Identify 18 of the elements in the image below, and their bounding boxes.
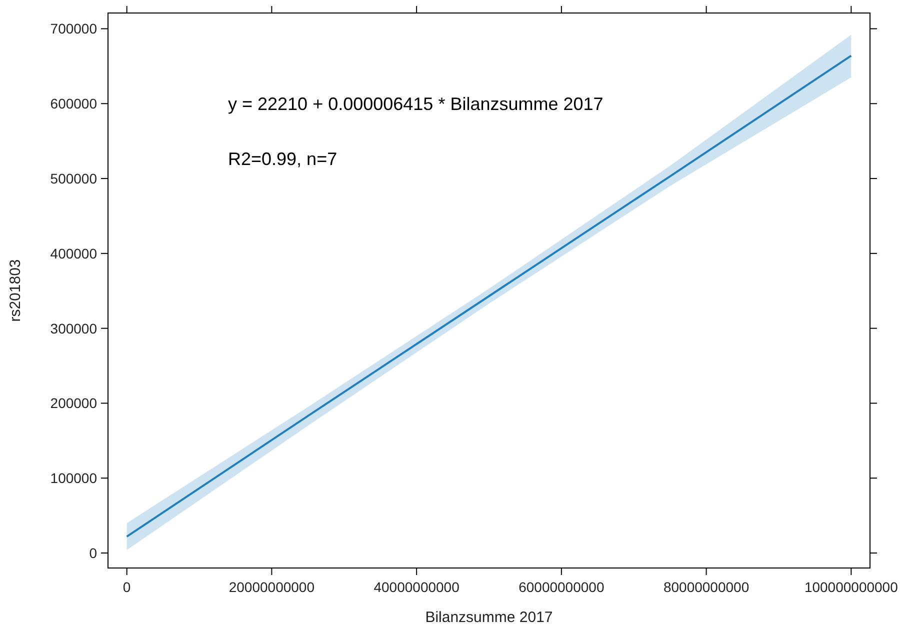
y-tick-label: 600000 (50, 96, 98, 112)
x-tick-label: 0 (122, 579, 131, 595)
x-tick-label: 60000000000 (518, 579, 604, 595)
y-axis-title: rs201803 (7, 259, 24, 322)
x-tick-label: 40000000000 (374, 579, 460, 595)
x-tick-label: 100000000000 (804, 579, 898, 595)
y-tick-label: 100000 (50, 470, 98, 486)
y-tick-label: 700000 (50, 20, 98, 37)
x-tick-label: 80000000000 (663, 579, 750, 595)
y-tick-label: 300000 (50, 320, 98, 336)
y-tick-label: 400000 (50, 245, 98, 262)
x-tick-label: 20000000000 (228, 579, 315, 595)
x-axis-title: Bilanzsumme 2017 (425, 609, 553, 626)
y-tick-label: 200000 (50, 395, 98, 412)
y-tick-label: 0 (89, 545, 98, 562)
annotation: y = 22210 + 0.000006415 * Bilanzsumme 2017 (228, 94, 604, 114)
y-tick-label: 500000 (50, 170, 98, 187)
annotation: R2=0.99, n=7 (228, 149, 338, 169)
